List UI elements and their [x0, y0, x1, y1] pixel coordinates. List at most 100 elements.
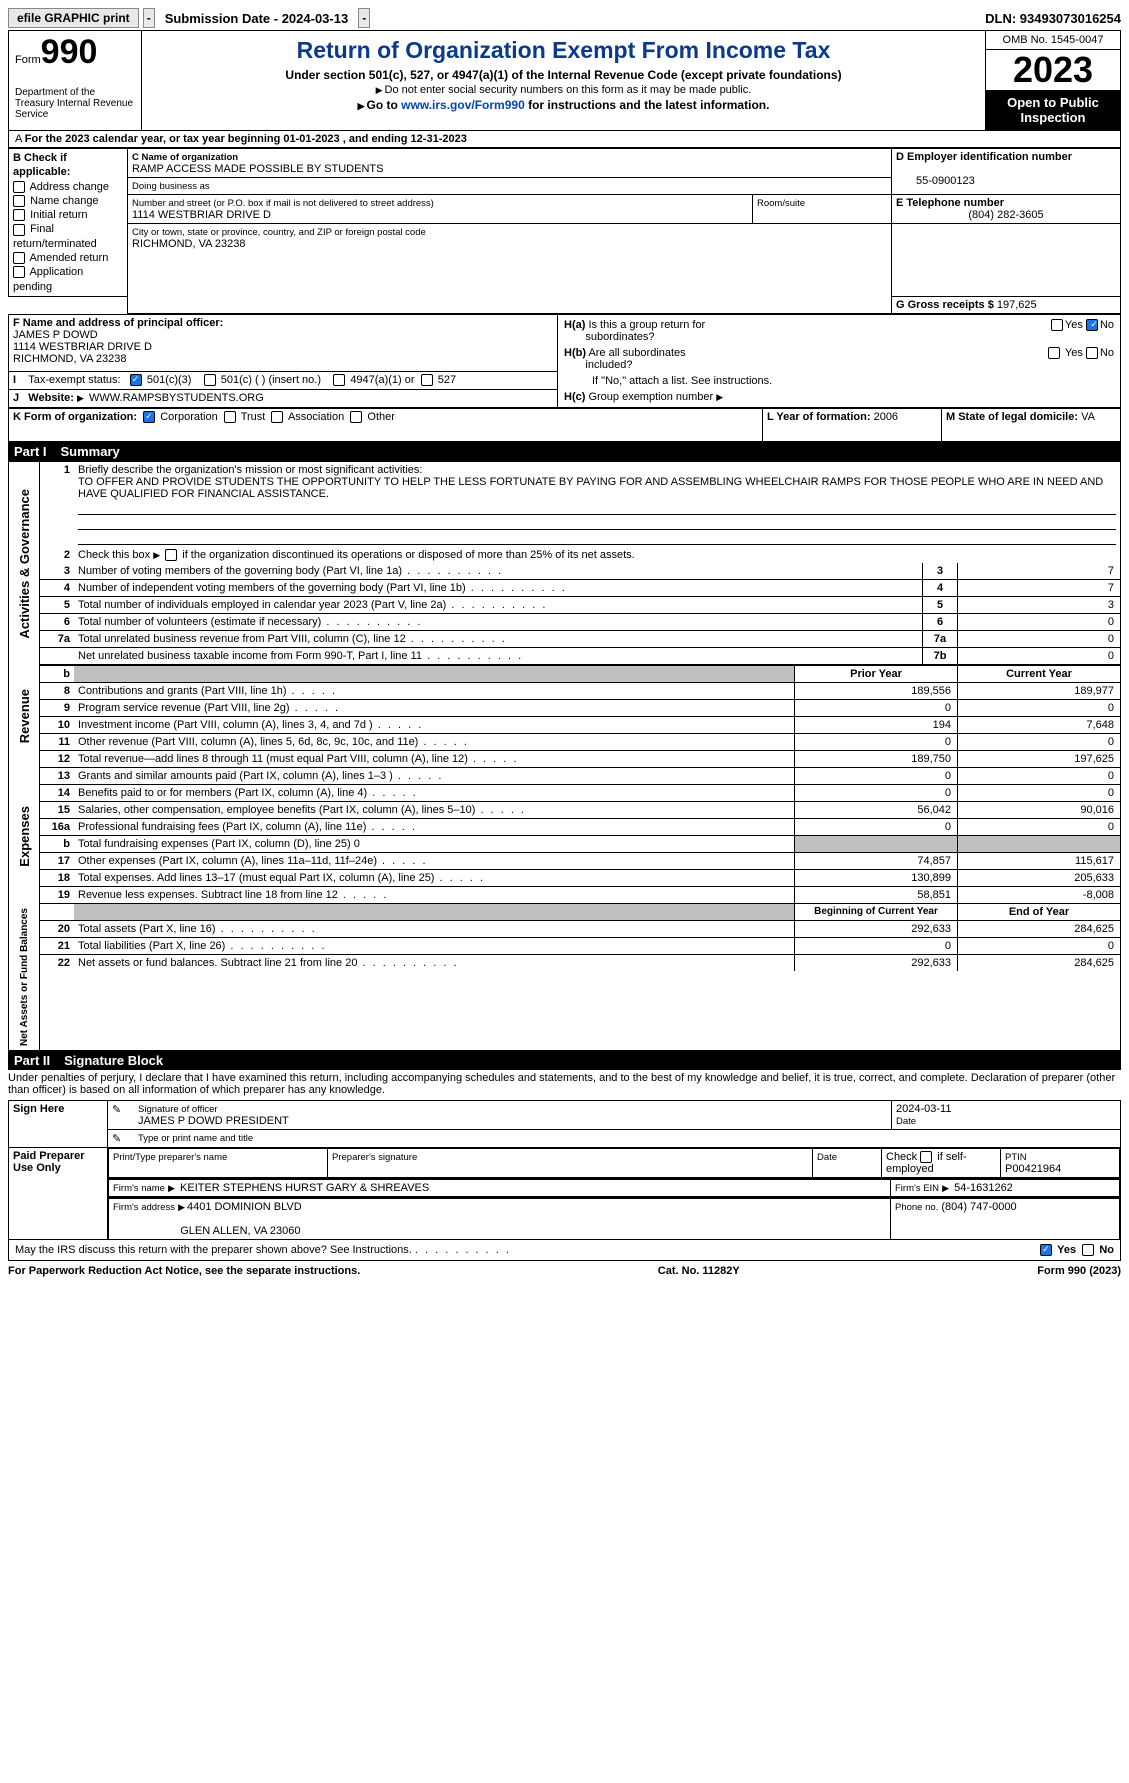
cb-hb-yes[interactable] [1048, 347, 1060, 359]
cb-501c[interactable] [204, 374, 216, 386]
revenue-section: Revenue b Prior Year Current Year 8Contr… [8, 665, 1121, 768]
lbl-ein: D Employer identification number [896, 151, 1072, 163]
sec-f: F Name and address of principal officer:… [9, 314, 558, 371]
sec-c-dba: Doing business as [128, 178, 892, 195]
org-name: RAMP ACCESS MADE POSSIBLE BY STUDENTS [132, 163, 383, 175]
cb-4947[interactable] [333, 374, 345, 386]
calendar-text: For the 2023 calendar year, or tax year … [25, 133, 467, 145]
cb-corp[interactable] [143, 411, 155, 423]
phone-value: (804) 282-3605 [896, 209, 1116, 221]
lbl-527: 527 [438, 374, 456, 386]
omb-number: OMB No. 1545-0047 [986, 31, 1120, 50]
activities-governance: Activities & Governance 1 Briefly descri… [8, 461, 1121, 665]
sec-i: I Tax-exempt status: 501(c)(3) 501(c) ( … [9, 371, 558, 389]
dln-number: DLN: 93493073016254 [985, 11, 1121, 26]
form-header: Form990 Department of the Treasury Inter… [8, 30, 1121, 130]
lbl-year-form: L Year of formation: [767, 411, 871, 423]
cb-name-change[interactable] [13, 195, 25, 207]
lbl-corp: Corporation [160, 411, 217, 423]
lbl-prep-date: Date [817, 1152, 837, 1163]
cb-ha-yes[interactable] [1051, 319, 1063, 331]
lbl-501c3: 501(c)(3) [147, 374, 192, 386]
side-label-net: Net Assets or Fund Balances [17, 904, 32, 1050]
submission-date: Submission Date - 2024-03-13 [165, 11, 349, 26]
sec-g: G Gross receipts $ 197,625 [892, 296, 1121, 313]
cb-527[interactable] [421, 374, 433, 386]
top-toolbar: efile GRAPHIC print - Submission Date - … [8, 8, 1121, 28]
ptin-value: P00421964 [1005, 1163, 1061, 1175]
side-net: Net Assets or Fund Balances [9, 904, 40, 1050]
sign-here: Sign Here [9, 1101, 108, 1148]
cb-self-employed[interactable] [920, 1151, 932, 1163]
calendar-year-row: A For the 2023 calendar year, or tax yea… [8, 130, 1121, 148]
cb-other[interactable] [350, 411, 362, 423]
cb-501c3[interactable] [130, 374, 142, 386]
website-value: WWW.RAMPSBYSTUDENTS.ORG [89, 392, 264, 404]
cb-hb-no[interactable] [1086, 347, 1098, 359]
lbl-address-change: Address change [29, 181, 109, 193]
lbl-officer: F Name and address of principal officer: [13, 317, 223, 329]
form-label: Form [15, 54, 41, 66]
tax-year: 2023 [986, 50, 1120, 90]
form-title: Return of Organization Exempt From Incom… [148, 37, 979, 64]
lbl-street: Number and street (or P.O. box if mail i… [132, 198, 434, 209]
irs-discuss-row: May the IRS discuss this return with the… [8, 1240, 1121, 1261]
q1-value: TO OFFER AND PROVIDE STUDENTS THE OPPORT… [78, 476, 1103, 500]
irs-discuss-text: May the IRS discuss this return with the… [15, 1244, 412, 1256]
cb-irs-no[interactable] [1082, 1244, 1094, 1256]
footer-left: For Paperwork Reduction Act Notice, see … [8, 1265, 360, 1277]
dash-button-2[interactable]: - [358, 8, 370, 28]
lbl-prep-sig: Preparer's signature [332, 1152, 417, 1163]
lbl-firm-phone: Phone no. [895, 1202, 938, 1213]
section-b: B Check if applicable: Address change Na… [9, 149, 128, 297]
efile-button[interactable]: efile GRAPHIC print [8, 8, 139, 28]
side-label-ag: Activities & Governance [15, 485, 34, 643]
lbl-name-change: Name change [30, 195, 99, 207]
dash-button[interactable]: - [143, 8, 155, 28]
firm-ein: 54-1631262 [954, 1182, 1013, 1194]
officer-addr2: RICHMOND, VA 23238 [13, 353, 127, 365]
lbl-other: Other [367, 411, 395, 423]
cb-final-return[interactable] [13, 224, 25, 236]
cb-trust[interactable] [224, 411, 236, 423]
sec-c-name: C Name of organization RAMP ACCESS MADE … [128, 149, 892, 178]
cb-ha-no[interactable] [1086, 319, 1098, 331]
lbl-no-2: No [1100, 347, 1114, 359]
lbl-yes-2: Yes [1065, 347, 1083, 359]
sec-b-header: B Check if applicable: [13, 152, 70, 178]
lbl-initial-return: Initial return [30, 209, 87, 221]
form-subtitle-1: Under section 501(c), 527, or 4947(a)(1)… [148, 68, 979, 82]
sec-e: E Telephone number (804) 282-3605 [892, 195, 1121, 224]
lbl-dba: Doing business as [132, 181, 210, 192]
irs-link[interactable]: www.irs.gov/Form990 [401, 98, 525, 112]
part-2-title: Signature Block [64, 1053, 163, 1068]
open-inspection: Open to Public Inspection [986, 90, 1120, 130]
ein-value: 55-0900123 [896, 175, 975, 187]
part-1-title: Summary [61, 444, 120, 459]
side-activities: Activities & Governance [9, 462, 40, 665]
sec-d: D Employer identification number 55-0900… [892, 149, 1121, 195]
signature-block: Sign Here ✎ Signature of officer JAMES P… [8, 1100, 1121, 1240]
cb-discontinued[interactable] [165, 549, 177, 561]
lbl-yes: Yes [1065, 319, 1083, 331]
cb-amended[interactable] [13, 252, 25, 264]
perjury-declaration: Under penalties of perjury, I declare th… [8, 1070, 1121, 1098]
hb-note: If "No," attach a list. See instructions… [562, 373, 1116, 389]
part-2-num: Part II [14, 1053, 50, 1068]
cb-initial-return[interactable] [13, 209, 25, 221]
lbl-trust: Trust [241, 411, 266, 423]
cb-assoc[interactable] [271, 411, 283, 423]
lbl-irs-no: No [1099, 1244, 1114, 1256]
cb-irs-yes[interactable] [1040, 1244, 1052, 1256]
firm-phone: (804) 747-0000 [941, 1201, 1016, 1213]
cb-application[interactable] [13, 266, 25, 278]
form-subtitle-3b: for instructions and the latest informat… [525, 98, 770, 112]
lbl-4947: 4947(a)(1) or [350, 374, 414, 386]
page-footer: For Paperwork Reduction Act Notice, see … [8, 1265, 1121, 1277]
cb-address-change[interactable] [13, 181, 25, 193]
domicile-value: VA [1081, 411, 1095, 423]
dept-label: Department of the Treasury Internal Reve… [15, 87, 135, 120]
form-subtitle-2: Do not enter social security numbers on … [385, 84, 752, 96]
city-value: RICHMOND, VA 23238 [132, 238, 246, 250]
lbl-org-name: C Name of organization [132, 152, 238, 163]
